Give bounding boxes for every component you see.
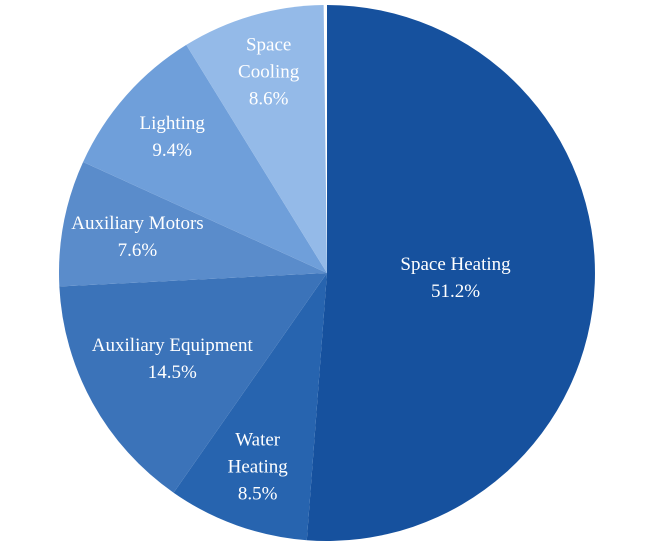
pie-slice-water-heating — [173, 273, 327, 541]
pie-slice-lighting — [83, 44, 327, 274]
pie-slice-space-cooling — [186, 5, 327, 274]
pie-slice-space-heating — [306, 5, 595, 542]
pie-slice-auxiliary-equipment — [59, 273, 328, 493]
pie-slice-auxiliary-motors — [59, 161, 328, 287]
